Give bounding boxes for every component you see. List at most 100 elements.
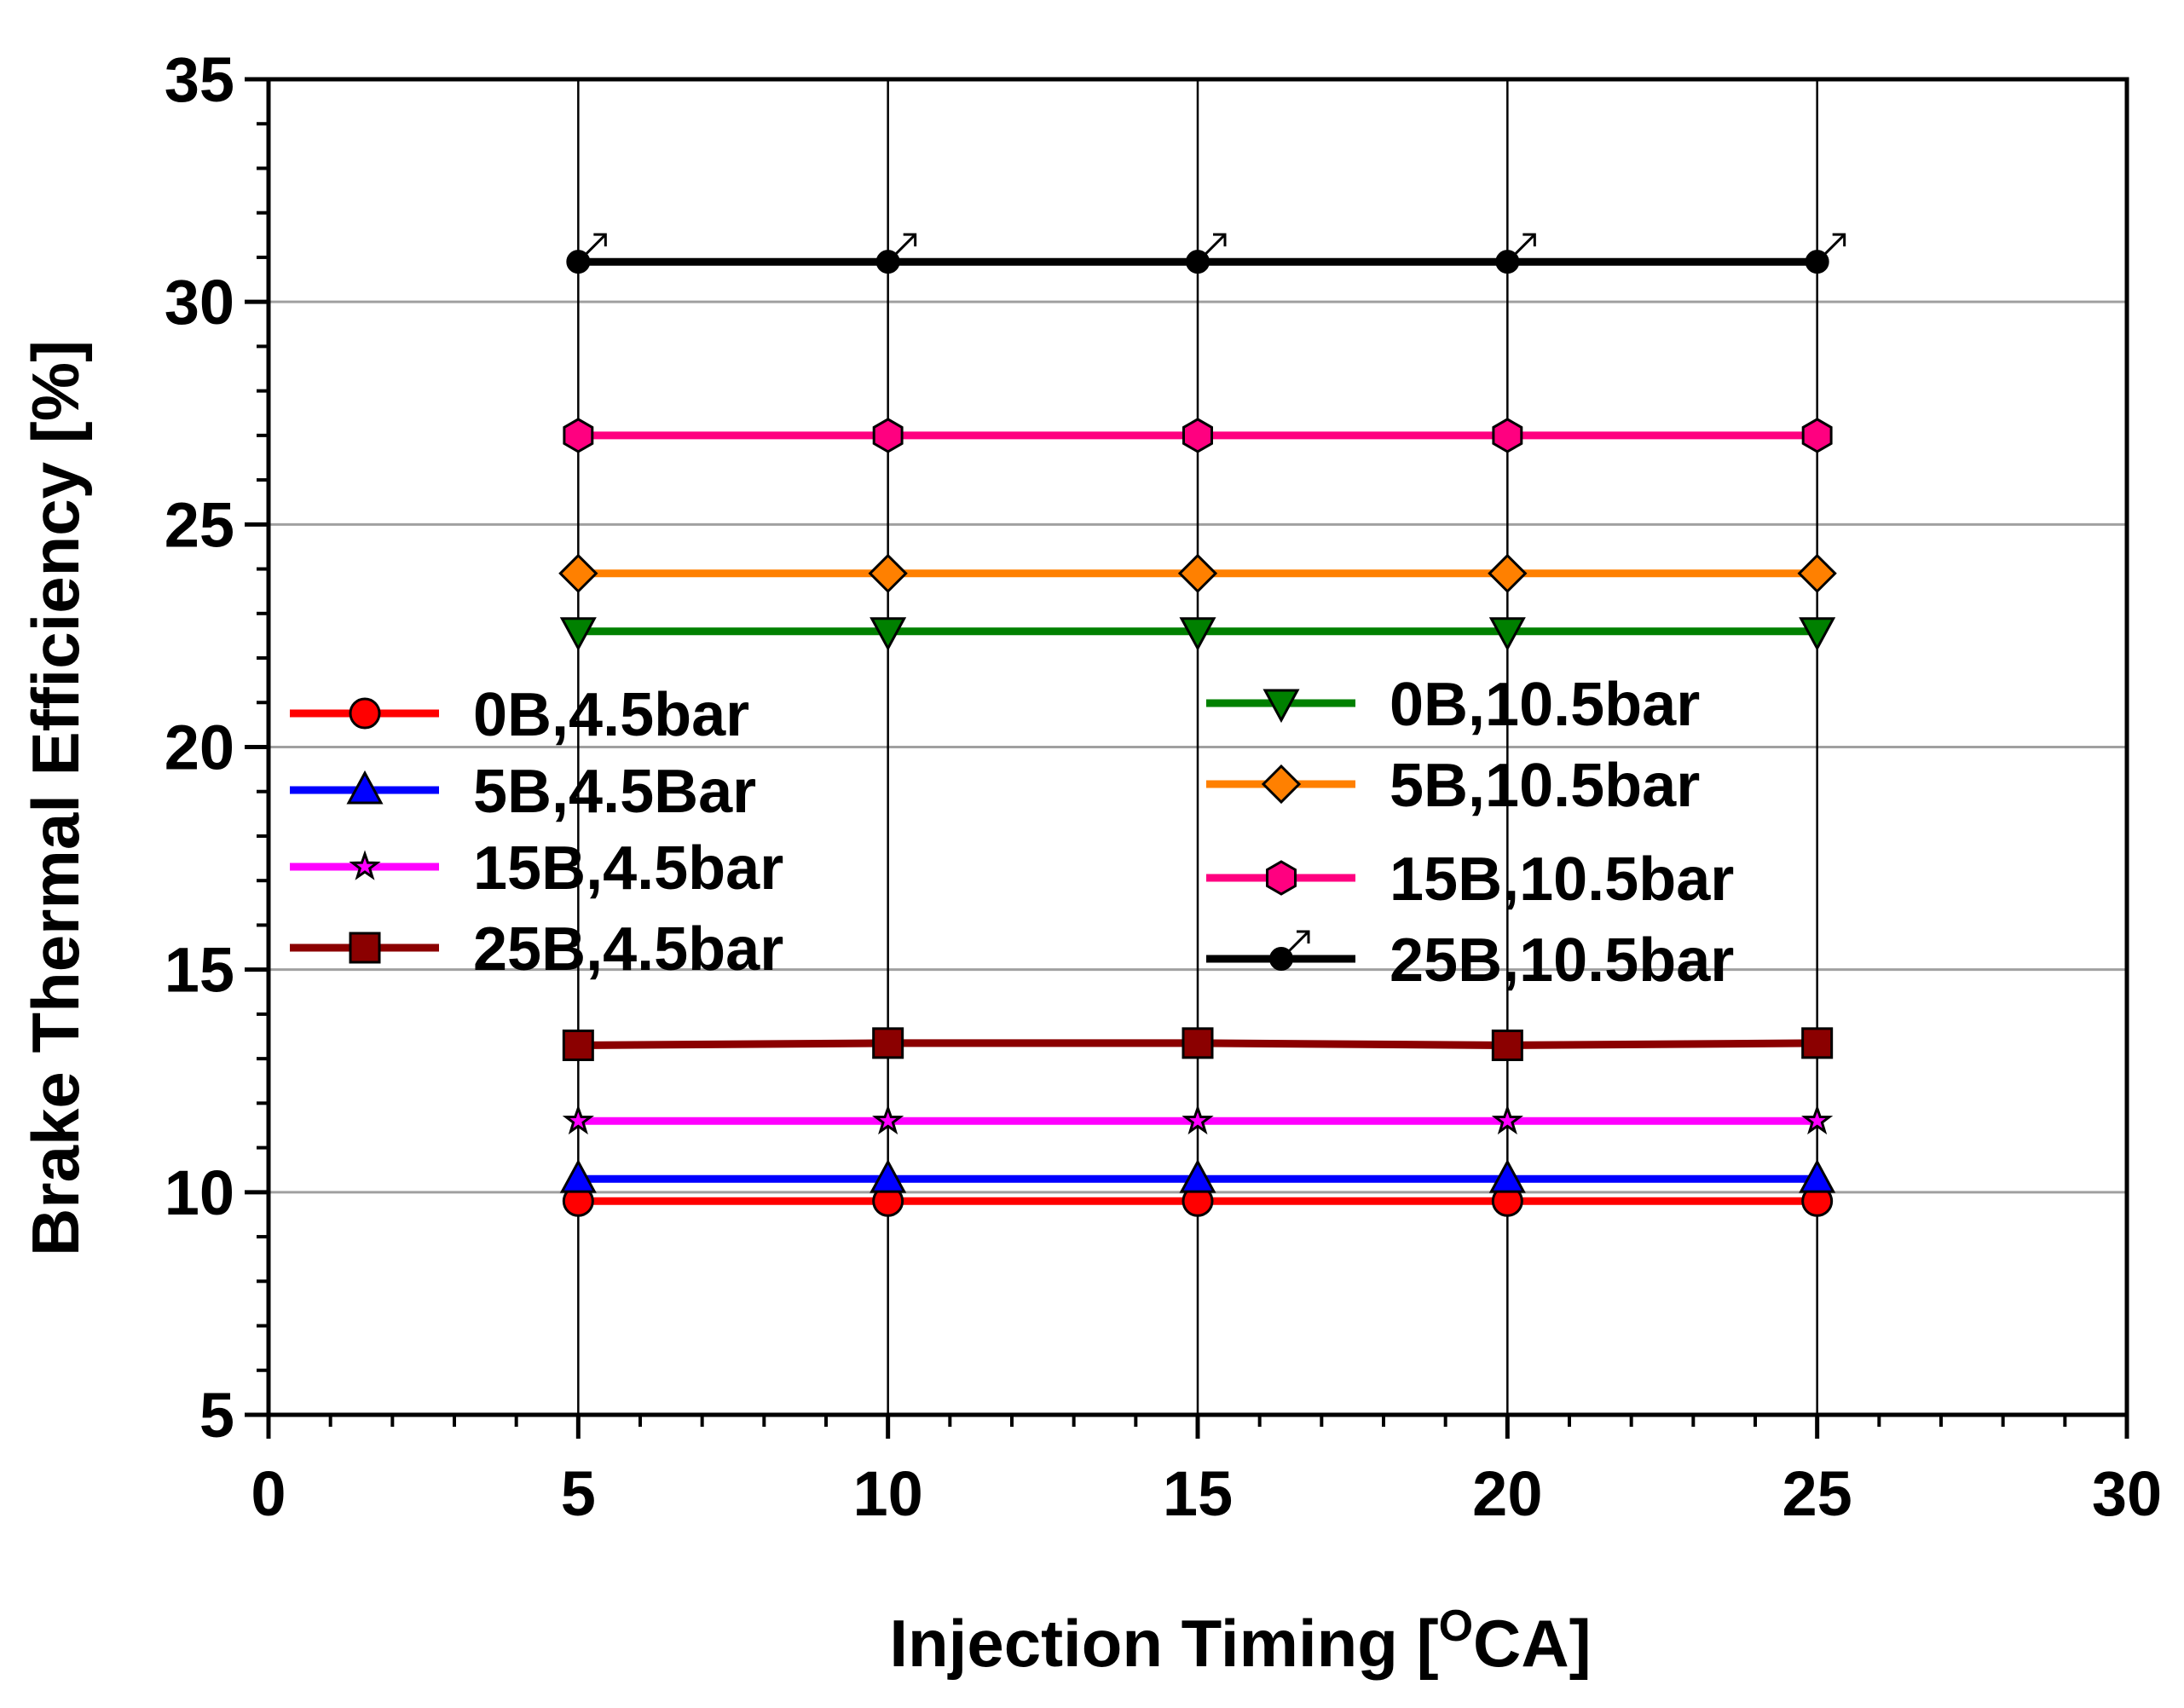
data-point	[558, 553, 598, 593]
series-0B,4.5bar	[562, 1185, 1834, 1217]
y-tick-label: 20	[165, 713, 234, 783]
legend-entry: 0B,4.5bar	[290, 681, 749, 749]
data-point	[1799, 1159, 1836, 1193]
series-5B,10.5bar	[558, 553, 1837, 593]
data-point	[1797, 553, 1837, 593]
legend-marker	[1269, 947, 1293, 971]
legend-marker	[349, 932, 381, 964]
data-point	[559, 1159, 597, 1193]
data-point	[1491, 1104, 1523, 1135]
data-point	[1179, 617, 1216, 651]
marker-arrow	[1514, 234, 1536, 256]
data-point	[870, 617, 907, 651]
legend-entry: 5B,4.5Bar	[290, 758, 756, 826]
legend-entry: 25B,10.5bar	[1206, 926, 1734, 995]
data-point	[1799, 617, 1836, 651]
data-point	[563, 418, 594, 453]
data-point	[1801, 1027, 1834, 1059]
legend-marker	[1261, 764, 1302, 805]
y-tick-label: 15	[165, 935, 234, 1006]
legend-layer: 0B,4.5bar 5B,4.5Bar 15B,4.5bar 25B,4.5bar 0B…	[290, 671, 1734, 995]
legend-label: 0B,4.5bar	[473, 681, 749, 749]
x-tick-label: 15	[1163, 1458, 1233, 1529]
y-tick-label: 10	[165, 1157, 234, 1228]
legend-label: 25B,10.5bar	[1390, 926, 1734, 995]
x-tick-label: 25	[1782, 1458, 1852, 1529]
data-point	[1182, 418, 1213, 453]
y-tick-label: 30	[165, 267, 234, 338]
x-axis-label-suffix: CA]	[1473, 1606, 1592, 1681]
series-15B,10.5bar	[563, 418, 1833, 453]
series-layer	[558, 233, 1846, 1217]
x-tick-label: 30	[2092, 1458, 2162, 1529]
data-point	[872, 418, 904, 453]
series-25B,10.5bar	[566, 233, 1846, 274]
data-point	[1179, 1159, 1216, 1193]
x-axis-label: Injection Timing [OCA]	[889, 1601, 1591, 1681]
y-tick-label: 35	[165, 44, 234, 115]
legend-marker	[349, 697, 381, 730]
legend-entry: 15B,4.5bar	[290, 834, 783, 903]
x-axis-label-sup: O	[1439, 1601, 1473, 1651]
data-point	[1488, 617, 1526, 651]
data-point	[1492, 418, 1523, 453]
x-tick-label: 5	[561, 1458, 596, 1529]
legend-entry: 15B,10.5bar	[1206, 845, 1734, 914]
y-axis-label: Brake Thermal Efficiency [%]	[18, 340, 93, 1256]
legend-entry: 0B,10.5bar	[1206, 671, 1700, 739]
series-0B,10.5bar	[559, 617, 1836, 651]
data-point	[566, 250, 591, 274]
data-point	[1491, 1029, 1523, 1061]
marker-arrow	[585, 234, 607, 256]
legend-entry: 5B,10.5bar	[1206, 752, 1700, 820]
marker-arrowhead	[1213, 233, 1227, 247]
x-axis-label-main: Injection Timing [	[889, 1606, 1438, 1681]
legend-label: 25B,4.5bar	[473, 915, 783, 984]
marker-arrow	[1823, 234, 1846, 256]
marker-arrow	[1287, 930, 1310, 953]
data-point	[1182, 1104, 1214, 1135]
data-point	[1177, 553, 1218, 593]
data-point	[559, 617, 597, 651]
legend-marker	[1262, 689, 1300, 724]
legend-entry: 25B,4.5bar	[290, 915, 783, 984]
x-tick-label: 0	[251, 1458, 286, 1529]
series-15B,4.5bar	[562, 1104, 1834, 1135]
legend-label: 5B,10.5bar	[1390, 752, 1700, 820]
legend-label: 15B,10.5bar	[1390, 845, 1734, 914]
series-5B,4.5Bar	[559, 1159, 1836, 1193]
legend-marker	[346, 770, 384, 805]
data-point	[1182, 1027, 1214, 1059]
data-point	[868, 553, 908, 593]
marker-arrowhead	[593, 233, 607, 247]
data-point	[1801, 1104, 1834, 1135]
legend-label: 5B,4.5Bar	[473, 758, 756, 826]
data-point	[1186, 250, 1210, 274]
data-point	[562, 1104, 594, 1135]
y-tick-label: 5	[199, 1380, 234, 1451]
data-point	[875, 250, 900, 274]
series-25B,4.5bar	[562, 1027, 1834, 1061]
data-point	[1801, 418, 1833, 453]
data-point	[872, 1104, 904, 1135]
x-tick-label: 20	[1472, 1458, 1542, 1529]
marker-arrowhead	[1297, 930, 1310, 943]
marker-arrowhead	[903, 233, 917, 247]
marker-arrowhead	[1522, 233, 1536, 247]
data-point	[1488, 553, 1528, 593]
x-tick-label: 10	[853, 1458, 923, 1529]
marker-arrowhead	[1832, 233, 1846, 247]
legend-marker	[349, 850, 381, 880]
legend-label: 15B,4.5bar	[473, 834, 783, 903]
legend-marker	[1266, 860, 1297, 896]
data-point	[1488, 1159, 1526, 1193]
data-point	[870, 1159, 907, 1193]
y-tick-label: 25	[165, 489, 234, 560]
marker-arrow	[1204, 234, 1227, 256]
legend-label: 0B,10.5bar	[1390, 671, 1700, 739]
data-point	[562, 1029, 594, 1061]
